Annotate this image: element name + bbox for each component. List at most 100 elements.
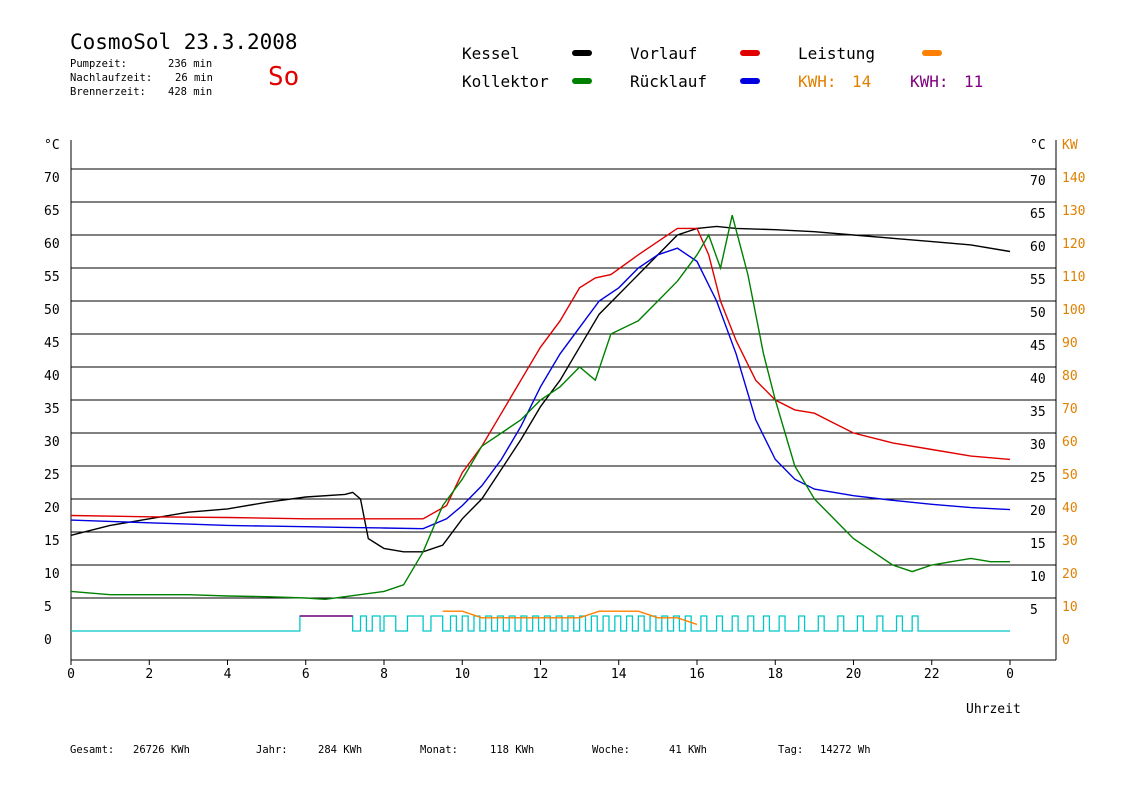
y-tick-label-left: 70 xyxy=(44,171,60,186)
legend-vorlauf-label: Vorlauf xyxy=(630,44,698,63)
y2-tick-label: 40 xyxy=(1062,501,1078,516)
stat-pumpzeit-value: 236 min xyxy=(168,58,213,70)
y-tick-label-left: 25 xyxy=(44,468,60,483)
series-line-rcklauf xyxy=(70,247,1011,530)
y2-tick-label: 120 xyxy=(1062,237,1085,252)
x-tick-label: 18 xyxy=(767,667,783,682)
y-tick-label-left: 0 xyxy=(44,633,52,648)
y-tick-label-left: 15 xyxy=(44,534,60,549)
x-tick-label: 12 xyxy=(533,667,549,682)
footer-gesamt-label: Gesamt: xyxy=(70,744,115,756)
y-tick-label-right: 35 xyxy=(1030,405,1046,420)
kwh-orange-label: KWH: xyxy=(798,72,837,91)
y-tick-label-right: 60 xyxy=(1030,240,1046,255)
weekday-label: So xyxy=(268,62,300,92)
x-tick-label: 8 xyxy=(380,667,388,682)
legend-leistung-label: Leistung xyxy=(798,44,876,63)
y2-axis-unit: KW xyxy=(1062,138,1078,153)
x-tick-label: 20 xyxy=(846,667,862,682)
pump-activity-track xyxy=(71,615,1010,632)
footer-tag-label: Tag: xyxy=(778,744,804,756)
legend-kollektor-swatch xyxy=(572,78,592,84)
x-axis-label: Uhrzeit xyxy=(966,702,1021,717)
y-tick-label-left: 55 xyxy=(44,270,60,285)
y2-tick-label: 50 xyxy=(1062,468,1078,483)
stat-nachlaufzeit-label: Nachlaufzeit: xyxy=(70,72,153,84)
y-tick-label-right: 25 xyxy=(1030,471,1046,486)
y-axis-unit-right: °C xyxy=(1030,138,1046,153)
y-tick-label-right: 65 xyxy=(1030,207,1046,222)
y-tick-label-left: 40 xyxy=(44,369,60,384)
y2-tick-label: 90 xyxy=(1062,336,1078,351)
footer-tag-value: 14272 Wh xyxy=(820,744,871,756)
x-tick-label: 14 xyxy=(611,667,627,682)
y-tick-label-right: 70 xyxy=(1030,174,1046,189)
chart-grid xyxy=(71,168,1056,599)
y-tick-label-left: 50 xyxy=(44,303,60,318)
y2-tick-label: 100 xyxy=(1062,303,1085,318)
y-tick-label-right: 15 xyxy=(1030,537,1046,552)
kwh-purple-label: KWH: xyxy=(910,72,949,91)
kwh-purple-value: 11 xyxy=(964,72,984,91)
x-tick-label: 16 xyxy=(689,667,705,682)
y-tick-label-left: 45 xyxy=(44,336,60,351)
y-axis-unit-left: °C xyxy=(44,138,60,153)
legend-leistung-swatch xyxy=(922,50,942,56)
y-tick-label-left: 30 xyxy=(44,435,60,450)
legend-kessel-swatch xyxy=(572,50,592,56)
x-tick-label: 10 xyxy=(454,667,470,682)
legend-ruecklauf-label: Rücklauf xyxy=(630,72,708,91)
y-tick-label-left: 20 xyxy=(44,501,60,516)
y2-tick-label: 60 xyxy=(1062,435,1078,450)
y2-tick-label: 0 xyxy=(1062,633,1070,648)
y-tick-label-left: 10 xyxy=(44,567,60,582)
y-tick-label-left: 60 xyxy=(44,237,60,252)
x-tick-label: 6 xyxy=(302,667,310,682)
y-tick-label-right: 10 xyxy=(1030,570,1046,585)
y-tick-label-left: 5 xyxy=(44,600,52,615)
y-tick-label-right: 50 xyxy=(1030,306,1046,321)
x-tick-label: 4 xyxy=(224,667,232,682)
y2-tick-label: 10 xyxy=(1062,600,1078,615)
x-tick-label: 22 xyxy=(924,667,940,682)
series-line-leistung xyxy=(442,610,698,626)
legend-ruecklauf-swatch xyxy=(740,78,760,84)
pump-track xyxy=(71,615,1010,632)
series-line-kollektor xyxy=(70,215,1010,601)
y2-tick-label: 140 xyxy=(1062,171,1085,186)
y2-tick-label: 130 xyxy=(1062,204,1085,219)
footer-woche-label: Woche: xyxy=(592,744,630,756)
footer-monat-label: Monat: xyxy=(420,744,458,756)
chart-tick-labels: 0 2 4 6 8 10 12 14 16 18 20 22 005101520253035404550… xyxy=(44,171,1085,682)
chart-title: CosmoSol 23.3.2008 xyxy=(70,30,298,54)
footer-jahr-value: 284 KWh xyxy=(318,744,363,756)
y-tick-label-right: 40 xyxy=(1030,372,1046,387)
y-tick-label-right: 30 xyxy=(1030,438,1046,453)
series-line-kessel xyxy=(70,225,1011,553)
x-tick-label: 2 xyxy=(145,667,153,682)
y-tick-label-right: 45 xyxy=(1030,339,1046,354)
y2-tick-label: 70 xyxy=(1062,402,1078,417)
y-tick-label-left: 65 xyxy=(44,204,60,219)
footer-jahr-label: Jahr: xyxy=(256,744,288,756)
chart-series xyxy=(70,215,1011,626)
x-tick-label: 0 xyxy=(67,667,75,682)
y2-tick-label: 110 xyxy=(1062,270,1085,285)
y-tick-label-left: 35 xyxy=(44,402,60,417)
legend-kessel-label: Kessel xyxy=(462,44,520,63)
stat-brennerzeit-value: 428 min xyxy=(168,86,213,98)
y-tick-label-right: 5 xyxy=(1030,603,1038,618)
x-tick-label: 0 xyxy=(1006,667,1014,682)
y2-tick-label: 80 xyxy=(1062,369,1078,384)
stat-brennerzeit-label: Brennerzeit: xyxy=(70,86,146,98)
series-line-vorlauf xyxy=(70,227,1011,520)
y2-tick-label: 30 xyxy=(1062,534,1078,549)
footer-gesamt-value: 26726 KWh xyxy=(133,744,190,756)
stat-nachlaufzeit-value: 26 min xyxy=(175,72,213,84)
kwh-orange-value: 14 xyxy=(852,72,872,91)
chart-axes xyxy=(70,140,1057,665)
footer-woche-value: 41 KWh xyxy=(669,744,707,756)
y-tick-label-right: 55 xyxy=(1030,273,1046,288)
legend-vorlauf-swatch xyxy=(740,50,760,56)
